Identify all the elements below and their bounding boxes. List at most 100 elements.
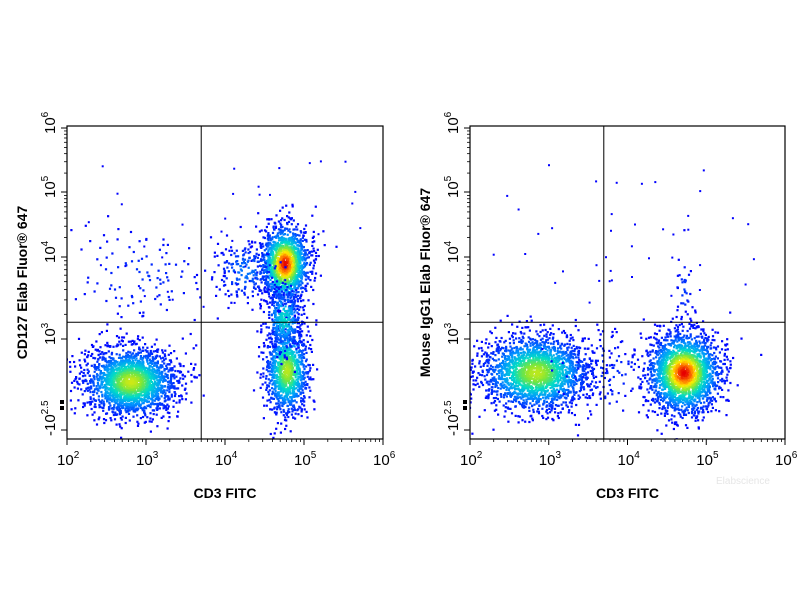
event-point: [299, 306, 302, 309]
event-point: [268, 248, 271, 251]
event-point: [267, 222, 270, 225]
event-point: [294, 417, 297, 420]
event-point: [282, 374, 285, 377]
event-point: [90, 343, 94, 347]
event-point: [127, 355, 130, 358]
event-point: [281, 252, 284, 255]
event-point: [271, 303, 274, 306]
event-point: [130, 361, 133, 364]
event-point: [301, 385, 304, 388]
event-point: [277, 338, 280, 341]
event-point: [147, 392, 150, 395]
event-point: [125, 394, 128, 397]
event-point: [279, 385, 282, 388]
event-point: [289, 243, 292, 246]
event-point: [266, 334, 269, 337]
event-point: [267, 244, 270, 247]
event-point: [110, 363, 113, 366]
event-point: [122, 390, 125, 393]
event-point: [139, 351, 142, 354]
event-point: [281, 324, 284, 328]
event-point: [104, 352, 107, 355]
event-point: [280, 422, 283, 425]
event-point: [149, 352, 153, 355]
event-point: [92, 356, 95, 360]
event-point: [148, 385, 152, 388]
event-point: [275, 402, 278, 405]
event-point: [299, 238, 302, 241]
event-point: [260, 229, 263, 232]
event-point: [296, 380, 299, 383]
event-point: [166, 395, 169, 398]
event-point: [107, 367, 110, 370]
event-point: [282, 268, 285, 271]
event-point: [264, 286, 267, 289]
event-point: [284, 332, 287, 335]
event-point: [114, 389, 118, 392]
event-point: [290, 328, 293, 331]
event-point: [272, 360, 275, 363]
event-point: [298, 351, 301, 354]
event-point: [99, 356, 102, 359]
event-point: [265, 248, 268, 251]
event-point: [291, 410, 294, 413]
event-point: [190, 401, 193, 404]
event-point: [117, 363, 120, 366]
event-point: [298, 244, 301, 247]
event-point: [283, 366, 286, 369]
event-point: [290, 217, 293, 220]
event-point: [74, 378, 77, 381]
event-point: [116, 383, 119, 386]
event-point: [184, 387, 187, 390]
event-point: [285, 350, 288, 353]
event-point: [134, 403, 137, 406]
event-point: [114, 411, 117, 414]
event-point: [292, 416, 295, 419]
event-point: [277, 327, 280, 330]
event-point: [300, 231, 303, 234]
event-point: [148, 388, 151, 391]
event-point: [290, 364, 293, 367]
event-point: [289, 284, 293, 287]
event-point: [94, 357, 97, 360]
event-point: [123, 392, 126, 395]
event-point: [116, 374, 119, 377]
event-point: [314, 276, 317, 280]
event-point: [297, 377, 300, 380]
event-point: [278, 365, 281, 369]
event-point: [291, 272, 294, 276]
event-point: [304, 348, 307, 351]
event-point: [84, 349, 87, 352]
event-point: [285, 384, 288, 387]
event-point: [288, 312, 292, 315]
event-point: [121, 372, 124, 375]
event-point: [85, 388, 88, 391]
event-point: [91, 413, 94, 416]
event-point: [262, 258, 265, 261]
event-point: [156, 397, 159, 400]
event-point: [288, 258, 291, 261]
event-point: [274, 381, 277, 385]
event-point: [269, 237, 272, 240]
event-point: [289, 276, 293, 279]
event-point: [100, 390, 103, 394]
event-point: [284, 305, 287, 308]
event-point: [274, 247, 278, 251]
event-point: [279, 358, 282, 361]
event-point: [156, 348, 159, 351]
event-point: [282, 318, 285, 322]
event-point: [284, 335, 287, 338]
event-point: [277, 245, 280, 248]
event-point: [255, 225, 258, 228]
event-point: [158, 407, 161, 410]
event-point: [277, 347, 280, 351]
event-point: [303, 396, 306, 399]
event-point: [277, 400, 280, 403]
event-point: [99, 386, 102, 389]
event-point: [274, 366, 277, 369]
event-point: [297, 354, 300, 357]
event-point: [275, 352, 278, 355]
event-point: [288, 391, 291, 394]
event-point: [303, 227, 306, 231]
event-point: [104, 419, 108, 422]
